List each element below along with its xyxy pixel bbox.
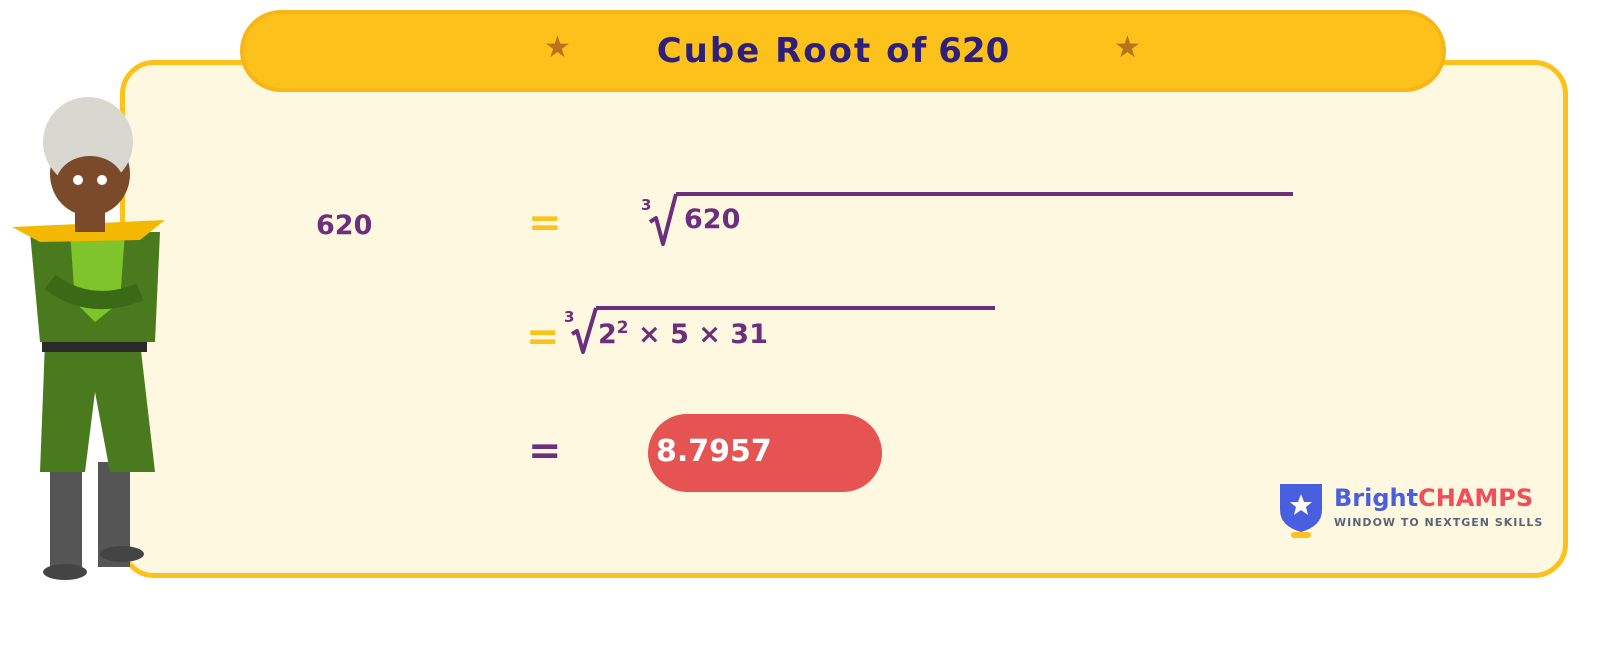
base: 2 (598, 319, 617, 350)
tagline: WINDOW TO NEXTGEN SKILLS (1334, 516, 1544, 529)
equals-sign: = (528, 428, 562, 474)
exponent: 2 (616, 318, 629, 338)
brand-a: Bright (1334, 484, 1419, 512)
equals-sign: = (528, 200, 562, 246)
brand-b: CHAMPS (1418, 484, 1534, 512)
radical-icon (570, 307, 598, 354)
lhs-value: 620 (316, 210, 373, 241)
title-number: 620 (938, 31, 1010, 71)
vinculum (676, 192, 1293, 196)
radical-icon (648, 193, 678, 246)
star-icon: ★ (544, 30, 571, 65)
title-banner: ★ Cube Root of 620 ★ (240, 10, 1446, 92)
shield-star-icon (1280, 484, 1322, 538)
title-text: Cube Root of (656, 31, 929, 71)
vinculum (596, 306, 995, 310)
radicand-2: 22 × 5 × 31 (598, 318, 768, 350)
answer-badge: 8.7957 (648, 414, 882, 492)
star-icon: ★ (1114, 30, 1141, 65)
root-index: 3 (564, 308, 575, 326)
radicand-1: 620 (684, 204, 741, 235)
equals-sign: = (526, 314, 560, 360)
character-illustration (12, 97, 165, 580)
factors: × 5 × 31 (638, 319, 768, 350)
root-index: 3 (641, 196, 652, 214)
